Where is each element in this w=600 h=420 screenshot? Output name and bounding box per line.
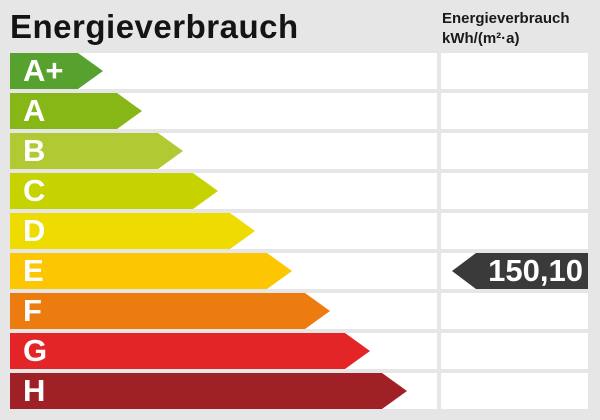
scale-bar-label: E bbox=[23, 253, 44, 288]
scale-bar-h: H bbox=[10, 373, 407, 409]
scale-bar-a+: A+ bbox=[10, 53, 103, 89]
scale-bar-b: B bbox=[10, 133, 183, 169]
value-cell-d bbox=[441, 213, 588, 249]
value-marker-text: 150,10 bbox=[488, 253, 583, 288]
value-cell-h bbox=[441, 373, 588, 409]
scale-row-e: E bbox=[10, 253, 437, 289]
scale-row-g: G bbox=[10, 333, 437, 369]
value-marker: 150,10 bbox=[452, 253, 588, 289]
scale-bar-label: C bbox=[23, 173, 46, 208]
scale-row-c: C bbox=[10, 173, 437, 209]
unit-label-line1: Energieverbrauch bbox=[442, 10, 570, 27]
value-cell-b bbox=[441, 133, 588, 169]
unit-label-line2: kWh/(m²·a) bbox=[442, 30, 520, 47]
scale-bar-label: H bbox=[23, 373, 46, 408]
scale-bar-e: E bbox=[10, 253, 292, 289]
scale-bar-label: B bbox=[23, 133, 46, 168]
scale-row-a: A bbox=[10, 93, 437, 129]
scale-row-d: D bbox=[10, 213, 437, 249]
page-title: Energieverbrauch bbox=[10, 8, 299, 45]
scale-area: A+ A B C D E F G H bbox=[10, 53, 437, 413]
scale-bar-g: G bbox=[10, 333, 370, 369]
value-cell-e: 150,10 bbox=[441, 253, 588, 289]
value-cell-c bbox=[441, 173, 588, 209]
scale-bar-label: G bbox=[23, 333, 48, 368]
scale-bar-c: C bbox=[10, 173, 218, 209]
scale-bar-label: F bbox=[23, 293, 42, 328]
value-column: 150,10 bbox=[441, 53, 588, 413]
scale-row-b: B bbox=[10, 133, 437, 169]
scale-bar-a: A bbox=[10, 93, 142, 129]
scale-row-f: F bbox=[10, 293, 437, 329]
value-cell-g bbox=[441, 333, 588, 369]
scale-row-a+: A+ bbox=[10, 53, 437, 89]
scale-bar-f: F bbox=[10, 293, 330, 329]
value-cell-a+ bbox=[441, 53, 588, 89]
value-cell-a bbox=[441, 93, 588, 129]
scale-row-h: H bbox=[10, 373, 437, 409]
value-cell-f bbox=[441, 293, 588, 329]
scale-bar-label: A+ bbox=[23, 53, 64, 88]
scale-bar-label: A bbox=[23, 93, 46, 128]
scale-bar-d: D bbox=[10, 213, 255, 249]
unit-label: Energieverbrauch kWh/(m²·a) bbox=[442, 9, 570, 49]
scale-bar-label: D bbox=[23, 213, 46, 248]
